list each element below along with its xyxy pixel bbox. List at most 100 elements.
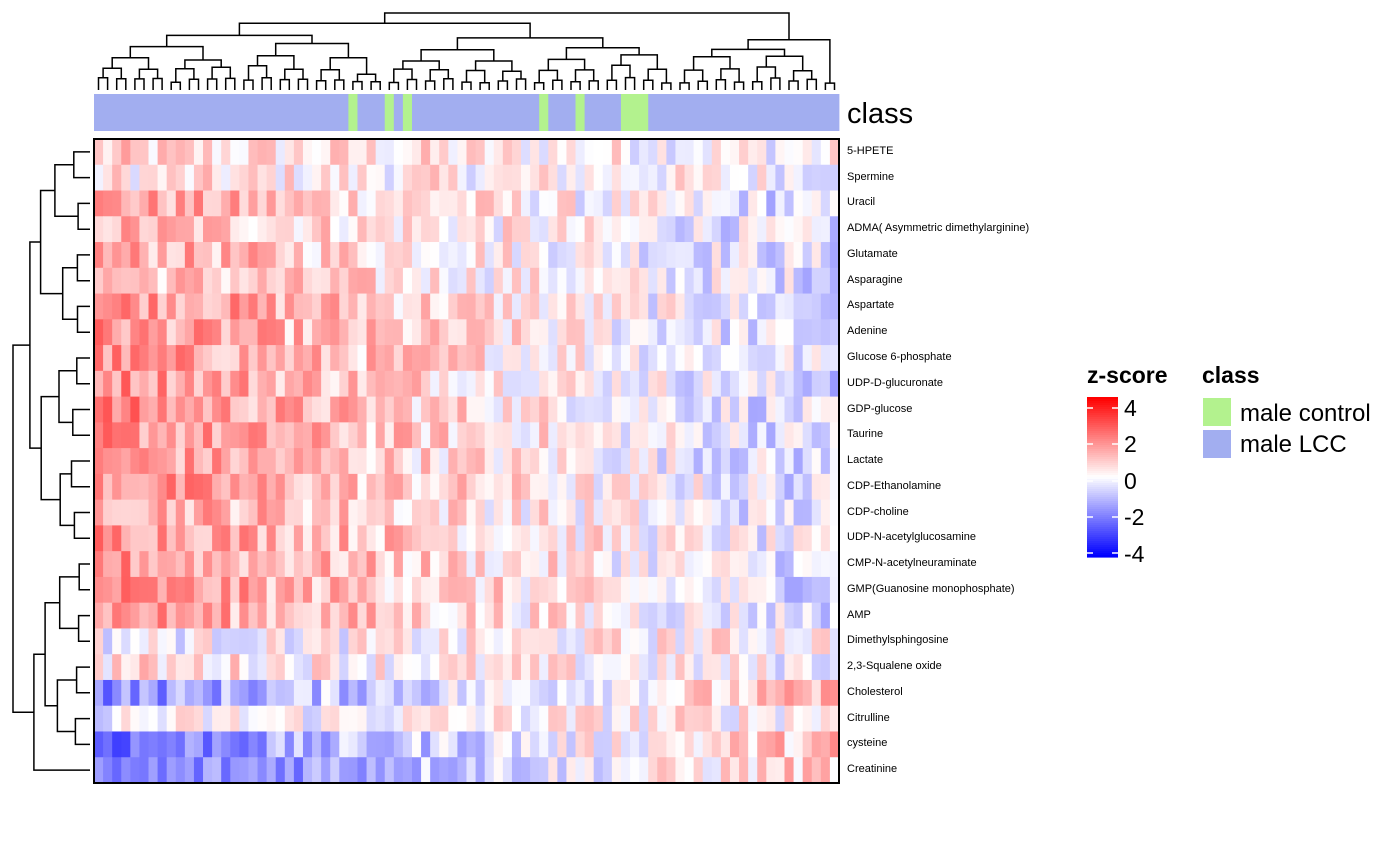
heatmap-cell [539,679,549,707]
heatmap-cell [829,267,840,294]
heatmap-cell [620,422,631,449]
heatmap-cell [421,139,431,166]
heatmap-cell [711,731,722,758]
heatmap-cell [666,705,676,732]
heatmap-cell [829,422,840,449]
heatmap-cell [166,448,177,475]
heatmap-cell [348,396,358,423]
heatmap-cell [548,164,558,191]
heatmap-cell [593,757,604,784]
heatmap-cell [720,422,731,449]
class-annotation-cell [421,94,431,131]
heatmap-cell [829,345,840,372]
heatmap-cell [548,242,558,269]
heatmap-cell [575,396,586,423]
heatmap-cell [757,267,767,294]
heatmap-cell [511,448,522,475]
heatmap-cell [511,705,522,732]
heatmap-cell [321,345,331,372]
heatmap-cell [239,370,249,397]
heatmap-cell [557,242,567,269]
dendrogram-branch [58,576,80,630]
heatmap-cell [493,139,504,166]
heatmap-cell [402,731,413,758]
heatmap-cell [166,628,177,655]
heatmap-cell [648,499,658,526]
heatmap-cell [820,473,831,501]
heatmap-cell [530,628,540,655]
heatmap-cell [729,499,740,526]
heatmap-cell [384,602,395,629]
heatmap-cell [820,551,831,578]
heatmap-cell [711,705,722,732]
heatmap-cell [130,190,140,217]
heatmap-cell [239,267,249,294]
heatmap-cell [230,602,240,629]
heatmap-cell [502,576,513,604]
heatmap-cell [630,654,640,681]
heatmap-cell [666,473,676,501]
heatmap-cell [130,602,140,629]
heatmap-cell [130,499,140,526]
heatmap-cell [620,345,631,372]
heatmap-cell [121,731,131,758]
heatmap-cell [103,731,113,758]
male-lcc-label: male LCC [1240,431,1347,458]
heatmap-cell [739,654,749,681]
heatmap-cell [475,396,486,423]
heatmap-cell [575,679,586,707]
heatmap-cell [139,216,149,243]
heatmap-cell [620,293,631,320]
heatmap-cell [729,267,740,294]
heatmap-cell [339,576,349,604]
heatmap-cell [139,551,149,578]
heatmap-cell [203,216,213,243]
heatmap-cell [457,628,467,655]
colorbar-segment [1087,469,1118,472]
heatmap-cell [820,319,831,346]
heatmap-cell [766,242,776,269]
heatmap-cell [639,242,649,269]
heatmap-cell [557,190,567,217]
colorbar-segment [1087,487,1118,490]
heatmap-cell [175,731,186,758]
colorbar-segment [1087,525,1118,528]
heatmap-cell [766,319,776,346]
heatmap-cell [630,267,640,294]
heatmap-cell [666,164,676,191]
heatmap-cell [384,473,395,501]
heatmap-cell [729,448,740,475]
colorbar-segment [1087,465,1118,468]
heatmap-cell [284,293,295,320]
heatmap-cell [184,602,195,629]
heatmap-cell [402,705,413,732]
heatmap-cell [348,473,358,501]
heatmap-cell [475,757,486,784]
heatmap-cell [566,370,576,397]
heatmap-cell [566,757,576,784]
dendrogram-branch [279,78,291,90]
heatmap-cell [766,525,776,552]
heatmap-cell [348,345,358,372]
heatmap-cell [230,164,240,191]
colorbar-segment [1087,467,1118,470]
heatmap-cell [802,216,813,243]
heatmap-cell [312,473,322,501]
heatmap-cell [820,267,831,294]
heatmap-cell [266,448,277,475]
heatmap-cell [748,164,758,191]
heatmap-cell [375,293,386,320]
heatmap-cell [493,267,504,294]
heatmap-cell [575,370,586,397]
heatmap-cell [811,164,822,191]
class-annotation-cell [757,94,767,131]
class-annotation-cell [793,94,804,131]
heatmap-cell [602,267,613,294]
heatmap-cell [702,293,713,320]
zscore-tick-4: 4 [1124,395,1137,421]
heatmap-cell [648,370,658,397]
heatmap-cell [530,679,540,707]
heatmap-cell [293,267,304,294]
colorbar-segment [1087,515,1118,518]
heatmap-cell [630,190,640,217]
